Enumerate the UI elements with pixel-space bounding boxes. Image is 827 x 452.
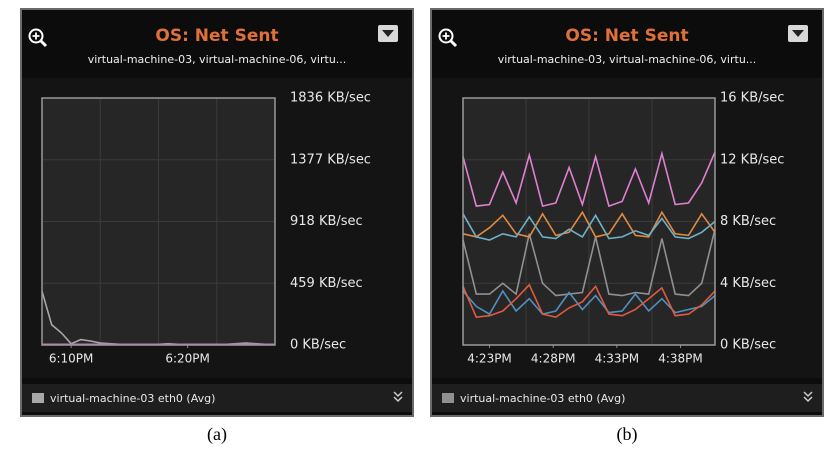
series-line	[462, 150, 716, 208]
dropdown-arrow	[792, 30, 804, 37]
expand-icon	[803, 391, 813, 403]
x-tick-label: 4:33PM	[595, 352, 640, 366]
y-tick-label: 4 KB/sec	[720, 276, 776, 291]
y-tick-label: 1377 KB/sec	[290, 152, 371, 167]
x-tick-label: 4:38PM	[658, 352, 703, 366]
legend-label: virtual-machine-03 eth0 (Avg)	[460, 392, 625, 405]
x-tick-label: 4:28PM	[531, 352, 576, 366]
widget-subtitle: virtual-machine-03, virtual-machine-06, …	[88, 53, 347, 66]
x-tick-label: 6:20PM	[165, 352, 210, 366]
legend-swatch	[32, 393, 44, 403]
zoom-icon-handle	[449, 39, 458, 48]
widget-title: OS: Net Sent	[155, 26, 278, 46]
series-line	[462, 229, 716, 297]
widget-subtitle: virtual-machine-03, virtual-machine-06, …	[498, 53, 757, 66]
series-line	[462, 210, 716, 238]
legend-label: virtual-machine-03 eth0 (Avg)	[50, 392, 215, 405]
zoom-icon	[28, 28, 44, 44]
zoom-icon-handle	[39, 39, 48, 48]
y-tick-label: 0 KB/sec	[290, 338, 346, 353]
expand-icon	[393, 391, 403, 403]
x-tick-label: 4:23PM	[467, 352, 512, 366]
legend-bar	[22, 384, 412, 412]
y-tick-label: 8 KB/sec	[720, 214, 776, 229]
caption: (b)	[617, 424, 638, 445]
dropdown-arrow	[382, 30, 394, 37]
series-line	[462, 283, 716, 319]
y-tick-label: 459 KB/sec	[290, 276, 363, 291]
y-tick-label: 12 KB/sec	[720, 152, 784, 167]
zoom-icon-plus	[442, 32, 450, 40]
zoom-icon-plus	[32, 32, 40, 40]
zoom-icon	[438, 28, 454, 44]
x-tick-label: 6:10PM	[49, 352, 94, 366]
y-tick-label: 0 KB/sec	[720, 338, 776, 353]
legend-bar	[432, 384, 822, 412]
legend-swatch	[442, 393, 454, 403]
plot-border	[41, 97, 276, 346]
y-tick-label: 918 KB/sec	[290, 214, 363, 229]
series-line	[462, 213, 716, 241]
plot-border	[462, 97, 716, 346]
y-tick-label: 16 KB/sec	[720, 91, 784, 106]
widget-title: OS: Net Sent	[565, 26, 688, 46]
caption: (a)	[207, 424, 227, 445]
y-tick-label: 1836 KB/sec	[290, 91, 371, 106]
